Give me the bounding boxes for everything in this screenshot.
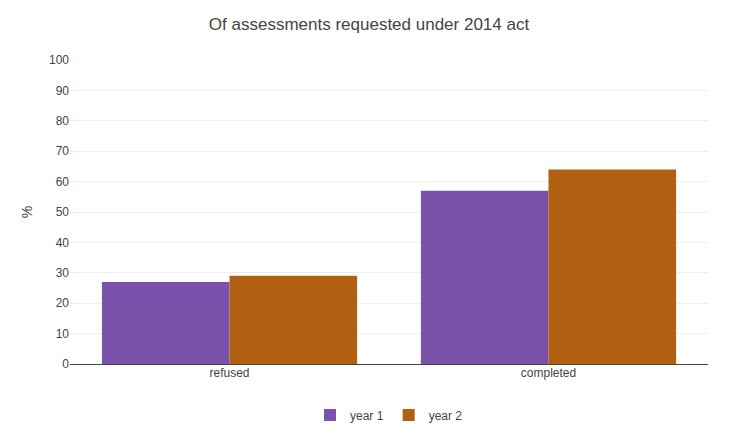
- svg-text:30: 30: [56, 266, 70, 280]
- svg-text:year 1: year 1: [350, 409, 384, 423]
- svg-text:80: 80: [56, 114, 70, 128]
- svg-text:100: 100: [49, 53, 69, 67]
- svg-text:50: 50: [56, 205, 70, 219]
- svg-text:completed: completed: [521, 366, 576, 380]
- svg-text:70: 70: [56, 144, 70, 158]
- svg-text:20: 20: [56, 296, 70, 310]
- svg-text:90: 90: [56, 84, 70, 98]
- svg-text:10: 10: [56, 327, 70, 341]
- svg-text:year 2: year 2: [429, 409, 463, 423]
- svg-text:40: 40: [56, 236, 70, 250]
- svg-text:60: 60: [56, 175, 70, 189]
- svg-text:Of assessments requested under: Of assessments requested under 2014 act: [209, 15, 530, 34]
- svg-text:%: %: [19, 206, 35, 218]
- svg-text:0: 0: [62, 357, 69, 371]
- svg-text:refused: refused: [209, 366, 249, 380]
